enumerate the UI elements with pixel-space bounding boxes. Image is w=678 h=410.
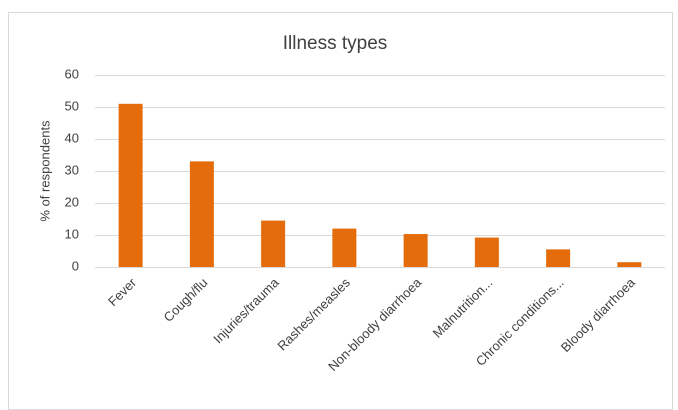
bar xyxy=(403,234,428,267)
y-axis-label: % of respondents xyxy=(37,120,52,222)
y-tick-label: 20 xyxy=(65,194,79,209)
chart-title: Illness types xyxy=(283,33,388,54)
bar xyxy=(189,161,214,267)
bar xyxy=(474,237,499,267)
y-tick-label: 40 xyxy=(65,130,79,145)
y-tick-label: 30 xyxy=(65,162,79,177)
bar xyxy=(617,262,642,267)
y-tick-label: 60 xyxy=(65,66,79,81)
bar xyxy=(261,220,286,267)
bar xyxy=(332,228,357,267)
bar xyxy=(546,249,571,267)
y-tick-label: 50 xyxy=(65,98,79,113)
y-tick-label: 10 xyxy=(65,226,79,241)
y-tick-label: 0 xyxy=(72,258,79,273)
bar xyxy=(118,103,143,267)
